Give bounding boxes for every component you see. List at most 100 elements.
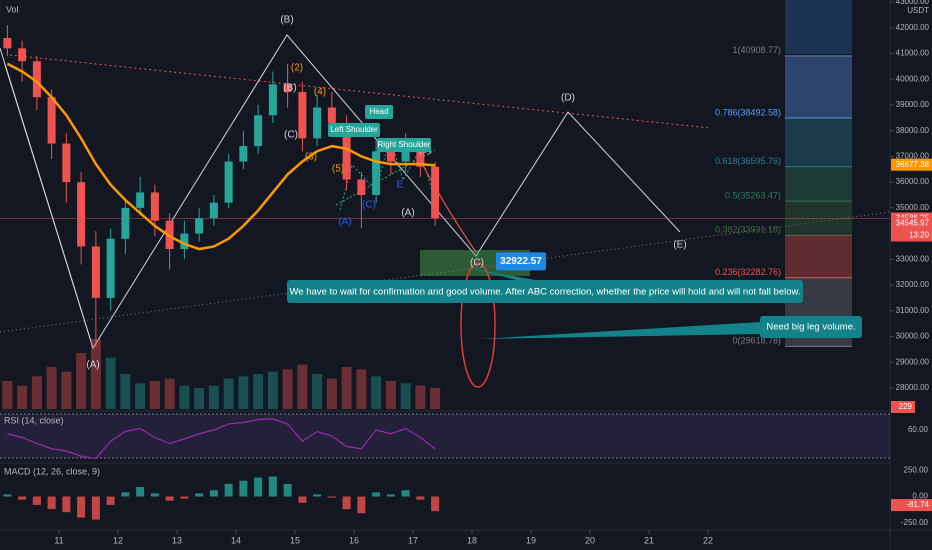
volume-bar xyxy=(135,383,146,409)
candle-body xyxy=(268,84,277,116)
rsi-label: RSI (14, close) xyxy=(4,415,64,425)
macd-bar xyxy=(209,490,218,497)
wave-label: (A) xyxy=(338,217,351,228)
volume-bar xyxy=(61,371,72,409)
candle-body xyxy=(77,182,86,247)
pattern-label: Right Shoulder xyxy=(378,140,431,149)
volume-bar xyxy=(253,374,264,409)
wave-label: (D) xyxy=(561,93,575,104)
y-tick-label: 31000.00 xyxy=(896,306,930,315)
x-tick-label: 22 xyxy=(703,535,713,545)
macd-bar xyxy=(77,496,86,518)
volume-bar xyxy=(371,376,382,409)
volume-bar xyxy=(341,367,352,409)
x-tick-label: 17 xyxy=(408,535,418,545)
x-tick-label: 15 xyxy=(290,535,300,545)
x-tick-label: 21 xyxy=(644,535,654,545)
macd-bar xyxy=(298,496,307,503)
candle-body xyxy=(47,97,56,144)
time-tag-label: 13:20 xyxy=(909,231,930,240)
volume-label: Vol xyxy=(6,4,19,14)
wave-label: (3) xyxy=(305,152,317,163)
macd-bar xyxy=(416,496,425,500)
y-tick-label: 28000.00 xyxy=(896,383,930,392)
y-tick-label: 37000.00 xyxy=(896,152,930,161)
trendline xyxy=(0,211,891,333)
volume-bar xyxy=(297,364,308,409)
candle-body xyxy=(254,115,263,147)
macd-bar xyxy=(106,496,115,505)
callout-pointer xyxy=(470,268,540,281)
candle-body xyxy=(327,107,336,123)
pattern-tag xyxy=(377,138,431,152)
time-tag xyxy=(891,229,932,242)
fib-label: 1(40908.77) xyxy=(732,45,781,55)
macd-label: MACD (12, 26, close, 9) xyxy=(4,466,100,476)
volume-bar xyxy=(90,339,101,409)
volume-bar xyxy=(312,374,323,409)
fib-band xyxy=(785,55,852,118)
y-tick-label: 29000.00 xyxy=(896,357,930,366)
macd-bar xyxy=(165,496,174,501)
macd-bar xyxy=(386,494,395,497)
wave-label: (4) xyxy=(314,87,326,98)
candle-body xyxy=(180,233,189,250)
fib-label: 0.236(32282.76) xyxy=(715,267,781,277)
candle-body xyxy=(298,92,307,139)
fib-label: 0.786(38492.58) xyxy=(715,107,781,117)
fib-label: 0.382(33931.18) xyxy=(715,225,781,235)
neckline xyxy=(335,149,436,206)
volume-bar xyxy=(149,381,160,409)
price-tag xyxy=(891,217,932,230)
wave-label: E xyxy=(397,180,404,191)
rsi-tick-label: 60.00 xyxy=(908,425,929,434)
volume-bar xyxy=(267,371,278,409)
volume-bar xyxy=(223,378,234,409)
volume-bar xyxy=(238,376,249,409)
fib-label: 0(29618.78) xyxy=(732,336,781,346)
candle-body xyxy=(121,207,130,239)
macd-bar xyxy=(195,493,204,497)
pattern-label: Left Shoulder xyxy=(330,125,378,134)
candle-body xyxy=(91,246,100,298)
x-tick-label: 13 xyxy=(172,535,182,545)
macd-bar xyxy=(372,492,381,497)
volume-bar xyxy=(46,367,57,409)
y-tick-label: 30000.00 xyxy=(896,332,930,341)
volume-bar xyxy=(120,374,131,409)
macd-bar xyxy=(313,494,322,497)
macd-tick-label: 250.00 xyxy=(904,465,929,474)
candle-body xyxy=(32,61,41,98)
macd-tag-label: -81.74 xyxy=(906,500,929,509)
macd-bar xyxy=(32,496,41,505)
macd-bar xyxy=(180,496,189,499)
volume-bar xyxy=(400,383,411,409)
candle-body xyxy=(3,38,12,49)
trendline xyxy=(9,54,711,129)
pattern-tag xyxy=(365,105,393,119)
candle-body xyxy=(209,202,218,219)
candle-body xyxy=(342,122,351,180)
macd-tick-label: 0.00 xyxy=(912,492,928,501)
fib-top-band xyxy=(785,0,852,54)
fib-band xyxy=(785,117,852,167)
macd-bar xyxy=(268,476,277,497)
volume-tag-label: 229 xyxy=(899,402,913,411)
callout-box xyxy=(760,316,862,338)
fib-label: 0.5(35263.47) xyxy=(725,190,781,200)
candle-body xyxy=(431,166,440,219)
macd-bar xyxy=(47,496,56,510)
candle-body xyxy=(357,179,366,195)
candle-body xyxy=(313,107,322,139)
x-tick-label: 19 xyxy=(526,535,536,545)
macd-bar xyxy=(401,490,410,497)
volume-bar xyxy=(179,385,190,409)
callout-pointer xyxy=(480,322,760,339)
macd-tag xyxy=(891,499,932,512)
volume-bar xyxy=(208,385,219,409)
y-tick-label: 33000.00 xyxy=(896,254,930,263)
wave-zigzag xyxy=(0,47,94,349)
macd-bar xyxy=(431,496,440,512)
pattern-label: Head xyxy=(369,107,388,116)
